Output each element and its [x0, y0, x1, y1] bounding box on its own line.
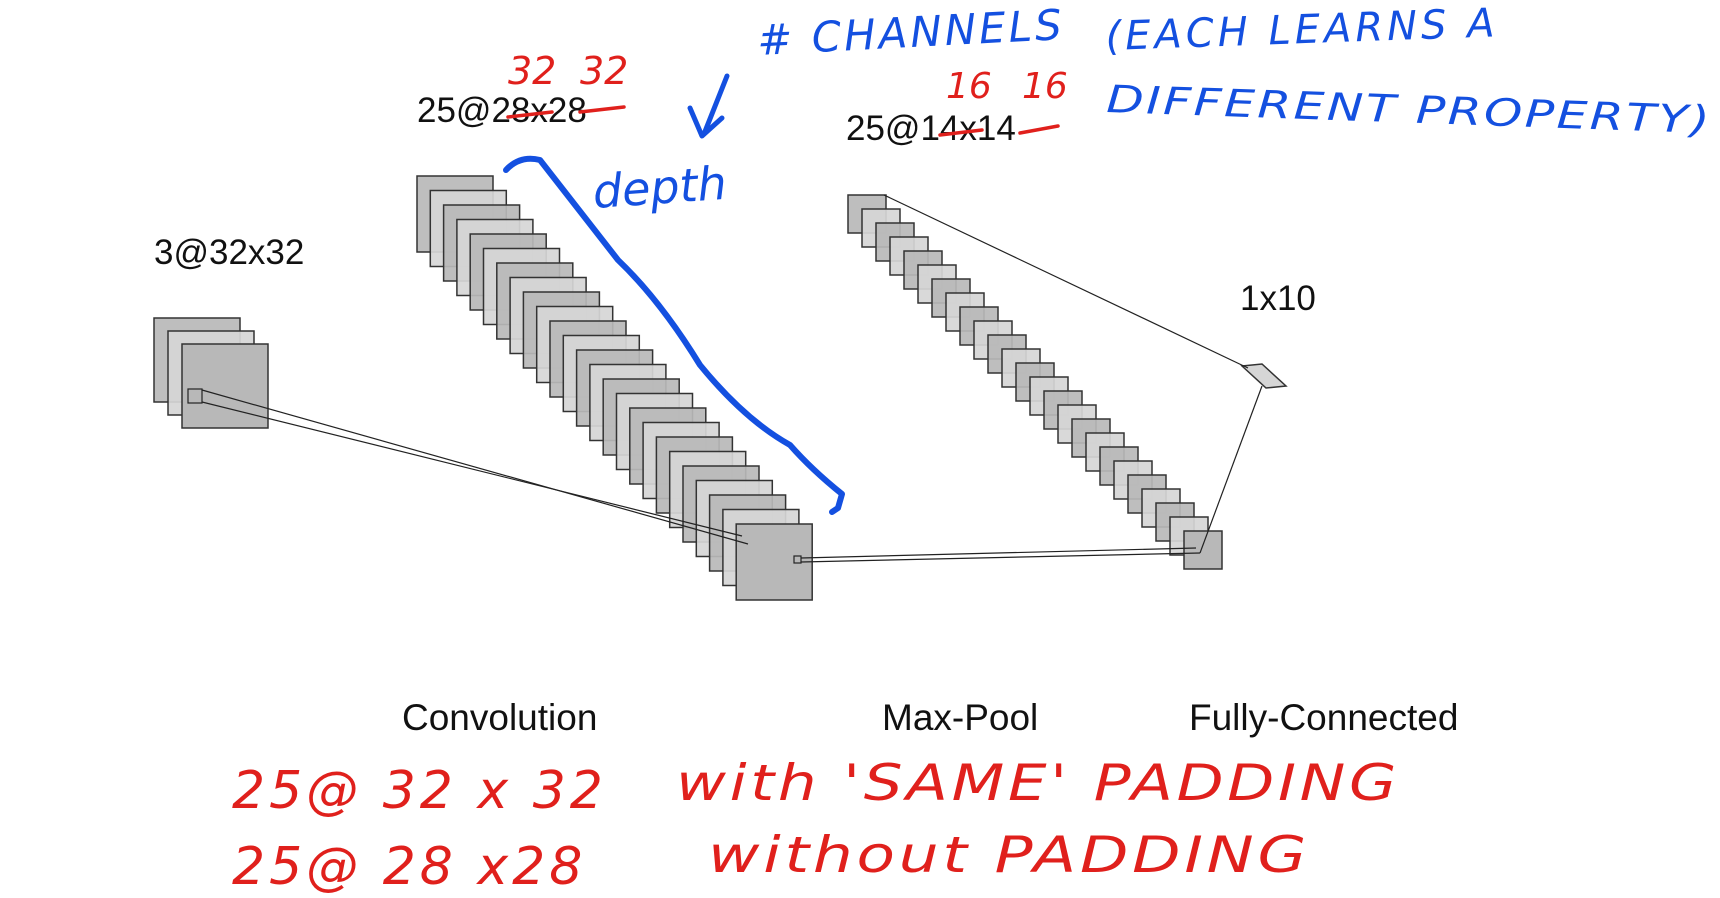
pool-feature-map-25: [1183, 530, 1223, 570]
stage-convolution: Convolution: [402, 697, 597, 738]
channels-title: # CHANNELS: [756, 0, 1066, 65]
pool-to-fc-line-bottom: [1199, 385, 1263, 554]
pool-layer-label: 25@14x14: [846, 109, 1016, 148]
input-feature-maps: [153, 317, 269, 429]
pool-dims-strikethrough: [938, 124, 1060, 137]
channels-note-line1: (EACH LEARNS A: [1105, 0, 1499, 60]
padding-none-text: without PADDING: [708, 826, 1310, 884]
pool-to-fc-line-top: [883, 194, 1249, 369]
pool-corrected-height: 16: [946, 66, 992, 107]
conv-feature-maps: [416, 175, 813, 601]
pool-label-prefix: 25@: [846, 109, 920, 148]
conv-to-pool-line-top: [800, 547, 1197, 559]
channels-arrow: [687, 73, 730, 139]
fc-layer-label: 1x10: [1240, 279, 1316, 318]
conv-dims-strikethrough: [506, 105, 626, 119]
connection-lines: [187, 194, 1263, 564]
conv-feature-map-25: [735, 523, 813, 601]
input-feature-map-3: [181, 343, 269, 429]
stage-max-pool: Max-Pool: [882, 697, 1038, 738]
input-to-conv-line-top: [201, 389, 749, 545]
pool-label-dims: 14x14: [920, 109, 1015, 148]
conv-receptive-field: [793, 555, 802, 564]
padding-same-text: with 'SAME' PADDING: [676, 754, 1400, 812]
stage-fully-connected: Fully-Connected: [1189, 697, 1458, 738]
input-layer-label: 3@32x32: [154, 233, 304, 272]
pool-feature-maps: [847, 194, 1223, 570]
conv-label-dims: 28x28: [491, 91, 586, 130]
conv-label-prefix: 25@: [417, 91, 491, 130]
depth-label: depth: [591, 156, 728, 219]
conv-corrected-width: 32: [580, 49, 628, 93]
conv-to-pool-line-bottom: [800, 552, 1201, 563]
depth-bracket: [503, 155, 845, 515]
input-receptive-field: [187, 388, 203, 404]
padding-none-dims: 25@ 28 x28: [232, 837, 586, 897]
conv-corrected-height: 32: [508, 49, 556, 93]
fc-output-vector: [1240, 363, 1288, 389]
input-to-conv-line-bottom: [201, 401, 743, 537]
pool-corrected-width: 16: [1022, 66, 1068, 107]
conv-layer-label: 25@28x28: [417, 91, 587, 130]
padding-same-dims: 25@ 32 x 32: [232, 761, 607, 821]
channels-note-line2: DIFFERENT PROPERTY): [1106, 77, 1713, 142]
